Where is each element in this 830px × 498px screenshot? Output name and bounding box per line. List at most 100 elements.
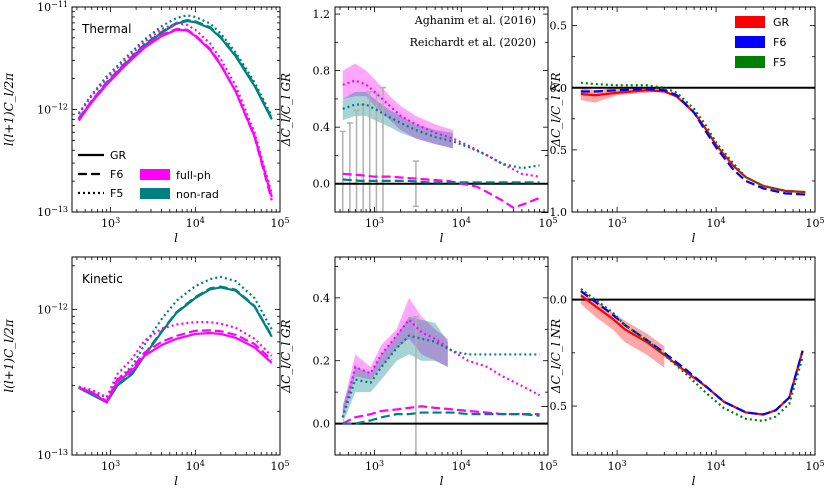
x-axis-label: l bbox=[174, 474, 178, 488]
x-tick-label: 103 bbox=[608, 216, 627, 231]
x-ticks bbox=[577, 257, 816, 455]
axes-frame bbox=[571, 256, 816, 456]
series-non-rad-f6 bbox=[342, 411, 540, 425]
x-ticks bbox=[76, 7, 281, 212]
legend-label: non-rad bbox=[176, 188, 219, 201]
y-tick-label: 0.0 bbox=[550, 294, 568, 307]
y-tick-label: 0.5 bbox=[550, 20, 568, 33]
series-gr bbox=[580, 89, 806, 194]
y-axis-label: ΔC_l/C_l NR bbox=[549, 319, 563, 394]
legend-swatch bbox=[735, 56, 765, 68]
plot-area bbox=[335, 297, 548, 455]
error-bar bbox=[379, 86, 386, 212]
x-tick-label: 104 bbox=[452, 216, 471, 231]
y-tick-label: 10−12 bbox=[37, 302, 68, 317]
x-axis-label: l bbox=[174, 231, 178, 245]
y-tick-label: 0.0 bbox=[550, 82, 568, 95]
y-axis-label: l(l+1)C_l/2π bbox=[2, 72, 16, 146]
series-non-rad-f5 bbox=[342, 103, 540, 170]
legend: GR F6 F5 bbox=[735, 16, 790, 69]
panel-annotation: Kinetic bbox=[82, 272, 123, 286]
panel-thermal: 103 104 105 10−13 10−12 10−11 l l(l+1)C_l/2π The… bbox=[2, 0, 290, 245]
x-ticks bbox=[339, 7, 549, 212]
series-full-ph-gr bbox=[78, 331, 273, 405]
series-full-ph-f5 bbox=[77, 22, 273, 195]
x-axis-label: l bbox=[440, 474, 444, 488]
legend-swatch bbox=[140, 188, 170, 199]
x-axis-label: l bbox=[692, 231, 696, 245]
x-tick-label: 104 bbox=[707, 216, 726, 231]
legend: GR F6 F5 full-ph non-rad bbox=[78, 149, 219, 201]
y-tick-label: 0.8 bbox=[313, 65, 331, 78]
legend-swatch bbox=[140, 169, 170, 180]
y-tick-label: 0.0 bbox=[313, 178, 331, 191]
y-tick-label: −0.5 bbox=[540, 400, 567, 413]
x-tick-label: 104 bbox=[186, 459, 205, 474]
plot-area bbox=[572, 81, 815, 196]
y-axis-label: ΔC_l/C_l NR bbox=[549, 72, 563, 147]
panel-kinetic-ratio: 103 104 105 0.0 0.2 0.4 l ΔC_l/C_l GR bbox=[279, 256, 558, 488]
series-full-ph-f5 bbox=[78, 321, 273, 399]
band-non-rad-f5 bbox=[342, 91, 453, 149]
x-tick-label: 104 bbox=[707, 459, 726, 474]
x-tick-label: 103 bbox=[101, 459, 120, 474]
plot-area bbox=[77, 14, 273, 201]
series-non-rad-gr bbox=[78, 286, 273, 404]
x-tick-label: 103 bbox=[365, 459, 384, 474]
error-bar bbox=[373, 92, 380, 212]
series-non-rad-f6 bbox=[342, 178, 540, 184]
series-non-rad-f6 bbox=[77, 18, 273, 119]
panel-kinetic-nr: 103 104 105 −0.5 0.0 l ΔC_l/C_l NR bbox=[540, 256, 825, 488]
error-bar bbox=[353, 109, 360, 212]
y-ticks bbox=[335, 13, 548, 213]
band-non-rad-f5 bbox=[342, 316, 448, 424]
reference-annotation: Reichardt et al. (2020) bbox=[410, 36, 536, 49]
plot-area bbox=[572, 288, 815, 423]
y-tick-label: 1.2 bbox=[313, 8, 331, 21]
x-tick-label: 105 bbox=[270, 459, 289, 474]
x-tick-label: 105 bbox=[538, 459, 557, 474]
legend-label: F6 bbox=[110, 168, 123, 181]
series-non-rad-f5 bbox=[77, 14, 273, 117]
series-f5 bbox=[580, 288, 804, 423]
x-ticks bbox=[339, 257, 549, 455]
plot-area bbox=[78, 275, 273, 405]
x-tick-label: 103 bbox=[608, 459, 627, 474]
error-bar bbox=[412, 315, 419, 455]
x-tick-label: 103 bbox=[365, 216, 384, 231]
plot-area bbox=[335, 63, 548, 212]
y-tick-label: −1.0 bbox=[540, 206, 567, 219]
y-axis-label: l(l+1)C_l/2π bbox=[2, 318, 16, 392]
band-full-ph-f5 bbox=[342, 63, 453, 149]
series-full-ph-f5 bbox=[341, 318, 541, 418]
legend-swatch bbox=[735, 16, 765, 28]
axes-frame bbox=[334, 6, 549, 213]
y-ticks bbox=[572, 299, 815, 407]
axes-frame bbox=[334, 256, 549, 456]
legend-label: F5 bbox=[773, 56, 786, 69]
y-tick-label: 10−13 bbox=[37, 205, 68, 220]
y-tick-label: 0.0 bbox=[313, 418, 331, 431]
y-tick-label: 10−13 bbox=[37, 448, 68, 463]
x-tick-label: 103 bbox=[101, 216, 120, 231]
y-tick-label: −0.5 bbox=[540, 144, 567, 157]
x-tick-label: 105 bbox=[270, 216, 289, 231]
series-f6 bbox=[580, 87, 806, 196]
y-tick-label: 0.4 bbox=[313, 121, 331, 134]
axes-frame bbox=[571, 6, 816, 213]
x-tick-label: 104 bbox=[186, 216, 205, 231]
series-non-rad-f5 bbox=[78, 275, 273, 399]
series-full-ph-f6 bbox=[342, 172, 541, 209]
legend-label: full-ph bbox=[176, 169, 211, 182]
series-non-rad-f5 bbox=[341, 334, 540, 418]
y-axis-label: ΔC_l/C_l GR bbox=[279, 73, 293, 147]
axes-frame bbox=[71, 256, 281, 456]
panel-kinetic: 103 104 105 10−13 10−12 l l(l+1)C_l/2π Kinetic bbox=[2, 256, 290, 488]
y-tick-label: 10−12 bbox=[37, 102, 68, 117]
band-full-ph-f5 bbox=[342, 297, 448, 418]
series-full-ph-gr bbox=[77, 28, 273, 198]
x-tick-label: 105 bbox=[805, 459, 824, 474]
y-tick-label: 0.4 bbox=[313, 292, 331, 305]
x-ticks bbox=[577, 7, 816, 212]
